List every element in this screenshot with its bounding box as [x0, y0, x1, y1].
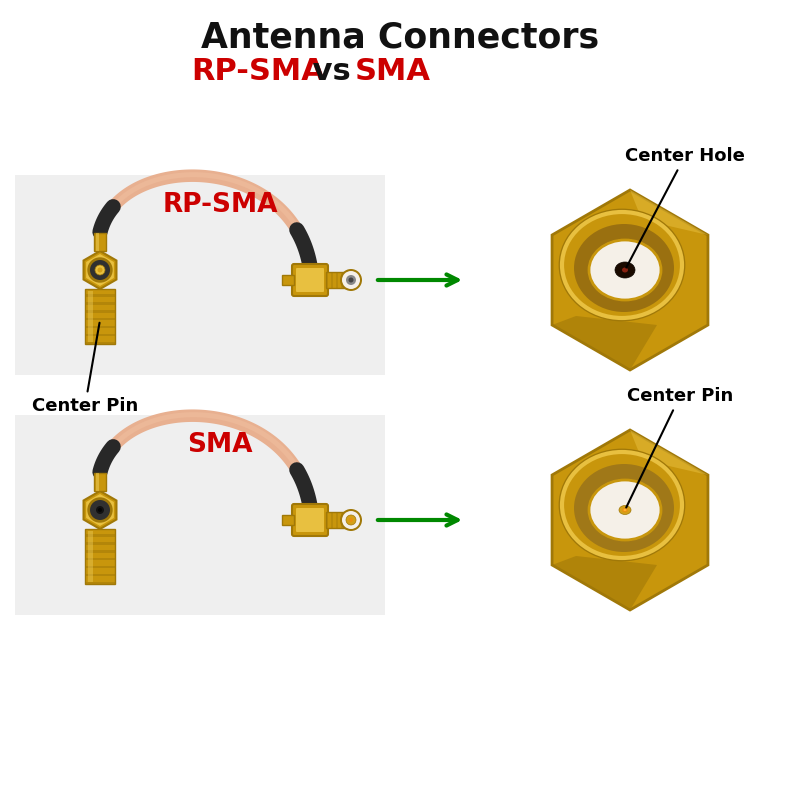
Bar [341, 512, 343, 528]
Ellipse shape [615, 262, 635, 278]
Bar [88, 531, 93, 582]
Text: Center Hole: Center Hole [625, 147, 745, 267]
Circle shape [346, 275, 356, 285]
Text: Center Pin: Center Pin [32, 322, 138, 415]
Bar [85, 294, 115, 297]
Bar [326, 272, 351, 288]
Ellipse shape [574, 464, 674, 552]
Polygon shape [552, 190, 708, 370]
Text: Antenna Connectors: Antenna Connectors [201, 21, 599, 55]
Ellipse shape [574, 224, 674, 312]
Polygon shape [86, 494, 114, 526]
Circle shape [90, 500, 110, 520]
Bar [85, 542, 115, 545]
Text: vs: vs [302, 58, 362, 86]
Circle shape [90, 260, 110, 280]
Bar [85, 582, 115, 584]
Text: SMA: SMA [355, 58, 431, 86]
Ellipse shape [622, 508, 628, 512]
Text: SMA: SMA [187, 432, 253, 458]
FancyBboxPatch shape [292, 504, 328, 536]
Bar [85, 289, 115, 344]
Circle shape [98, 508, 102, 512]
Ellipse shape [619, 506, 631, 514]
FancyBboxPatch shape [296, 508, 324, 532]
Circle shape [95, 265, 105, 275]
Ellipse shape [560, 450, 684, 560]
Bar [85, 334, 115, 336]
Bar [336, 512, 338, 528]
Bar [96, 233, 99, 251]
Polygon shape [83, 491, 117, 529]
Ellipse shape [589, 480, 661, 540]
Text: RP-SMA: RP-SMA [162, 192, 278, 218]
Circle shape [346, 515, 356, 525]
FancyBboxPatch shape [292, 264, 328, 296]
Circle shape [349, 518, 353, 522]
Bar [85, 534, 115, 537]
Circle shape [88, 498, 112, 522]
Bar [331, 272, 333, 288]
Polygon shape [630, 190, 708, 280]
Circle shape [342, 271, 360, 289]
Circle shape [88, 258, 112, 282]
Circle shape [349, 278, 354, 282]
Ellipse shape [622, 267, 628, 273]
Ellipse shape [589, 240, 661, 300]
Bar [346, 272, 348, 288]
Bar [15, 175, 385, 375]
Circle shape [96, 506, 104, 514]
Polygon shape [86, 254, 114, 286]
Bar [85, 318, 115, 321]
Bar [88, 291, 93, 342]
Polygon shape [552, 316, 657, 370]
Bar [341, 272, 343, 288]
Ellipse shape [560, 210, 684, 320]
Bar [85, 550, 115, 553]
Bar [85, 566, 115, 568]
Polygon shape [630, 430, 708, 520]
Bar [331, 512, 333, 528]
Bar [282, 515, 294, 525]
Circle shape [340, 509, 362, 531]
Bar [346, 512, 348, 528]
Polygon shape [552, 430, 708, 610]
Bar [336, 272, 338, 288]
Bar [15, 415, 385, 615]
Circle shape [98, 267, 102, 273]
Circle shape [340, 269, 362, 291]
Bar [94, 233, 106, 251]
FancyBboxPatch shape [296, 268, 324, 292]
Bar [85, 302, 115, 305]
Bar [326, 272, 328, 288]
Text: Center Pin: Center Pin [626, 387, 733, 507]
Ellipse shape [623, 509, 626, 511]
Bar [326, 512, 328, 528]
Bar [326, 512, 351, 528]
Polygon shape [83, 251, 117, 289]
Polygon shape [552, 556, 657, 610]
Bar [85, 529, 115, 584]
Circle shape [342, 511, 360, 529]
Bar [94, 473, 106, 491]
Bar [282, 275, 294, 285]
Bar [85, 574, 115, 576]
Bar [85, 558, 115, 561]
Bar [85, 310, 115, 313]
Bar [85, 342, 115, 344]
Text: RP-SMA: RP-SMA [191, 58, 325, 86]
Bar [96, 473, 99, 491]
Bar [85, 326, 115, 328]
